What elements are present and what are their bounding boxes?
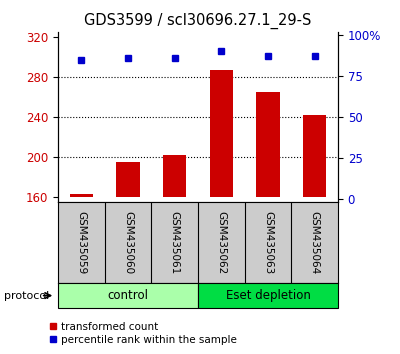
Bar — [70, 194, 93, 197]
Text: GSM435061: GSM435061 — [170, 211, 180, 274]
Bar — [116, 162, 140, 197]
Legend: transformed count, percentile rank within the sample: transformed count, percentile rank withi… — [45, 317, 241, 349]
Bar — [198, 283, 338, 308]
Bar — [303, 115, 326, 197]
Bar — [163, 155, 186, 197]
Text: Eset depletion: Eset depletion — [226, 289, 310, 302]
Text: GSM435059: GSM435059 — [76, 211, 86, 274]
Text: GSM435064: GSM435064 — [310, 211, 320, 274]
Text: protocol: protocol — [4, 291, 49, 301]
Text: GSM435063: GSM435063 — [263, 211, 273, 274]
Text: GSM435062: GSM435062 — [216, 211, 226, 274]
Title: GDS3599 / scl30696.27.1_29-S: GDS3599 / scl30696.27.1_29-S — [84, 13, 312, 29]
Bar — [256, 92, 280, 197]
Bar — [58, 283, 198, 308]
Text: control: control — [108, 289, 148, 302]
Text: GSM435060: GSM435060 — [123, 211, 133, 274]
Bar — [210, 70, 233, 197]
